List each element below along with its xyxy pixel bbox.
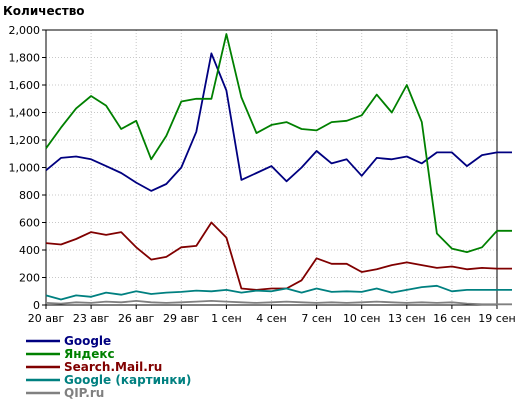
x-tick-label: 7 сен	[301, 312, 332, 325]
y-tick-label: 1,400	[9, 107, 41, 120]
y-tick-label: 1,800	[9, 52, 41, 65]
y-tick-label: 800	[19, 189, 40, 202]
x-tick-label: 19 сен	[478, 312, 516, 325]
legend-label: Яндекс	[64, 347, 115, 361]
x-tick-label: 26 авг	[118, 312, 155, 325]
series-lines	[45, 33, 512, 306]
y-tick-label: 200	[19, 272, 40, 285]
axes: 0 200 400 600 800 1,000 1,200 1,400 1,600 1,800 2,…	[9, 24, 516, 325]
y-tick-label: 600	[19, 217, 40, 230]
y-tick-label: 1,600	[9, 79, 41, 92]
x-tick-label: 29 авг	[163, 312, 200, 325]
grid	[45, 29, 498, 306]
plot-frame	[45, 29, 498, 306]
x-tick-label: 16 сен	[433, 312, 471, 325]
y-tick-label: 1,000	[9, 162, 41, 175]
series-line	[45, 33, 512, 254]
legend-label: Google (картинки)	[64, 373, 191, 387]
y-axis-title: Количество	[3, 4, 85, 18]
y-tick-label: 0	[33, 299, 40, 312]
x-tick-label: 10 сен	[343, 312, 381, 325]
series-line	[45, 284, 512, 301]
y-tick-label: 400	[19, 244, 40, 257]
legend-label: Google	[64, 334, 111, 348]
x-tick-label: 23 авг	[73, 312, 110, 325]
y-tick-label: 1,200	[9, 134, 41, 147]
x-tick-label: 1 сен	[211, 312, 242, 325]
x-tick-label: 20 авг	[28, 312, 65, 325]
series-line	[45, 221, 512, 291]
legend-label: Search.Mail.ru	[64, 360, 162, 374]
y-tick-label: 2,000	[9, 24, 41, 37]
legend-label: QIP.ru	[64, 386, 104, 400]
x-tick-label: 4 сен	[256, 312, 287, 325]
series-line	[45, 52, 512, 192]
x-tick-label: 13 сен	[388, 312, 426, 325]
series-line	[45, 299, 512, 306]
